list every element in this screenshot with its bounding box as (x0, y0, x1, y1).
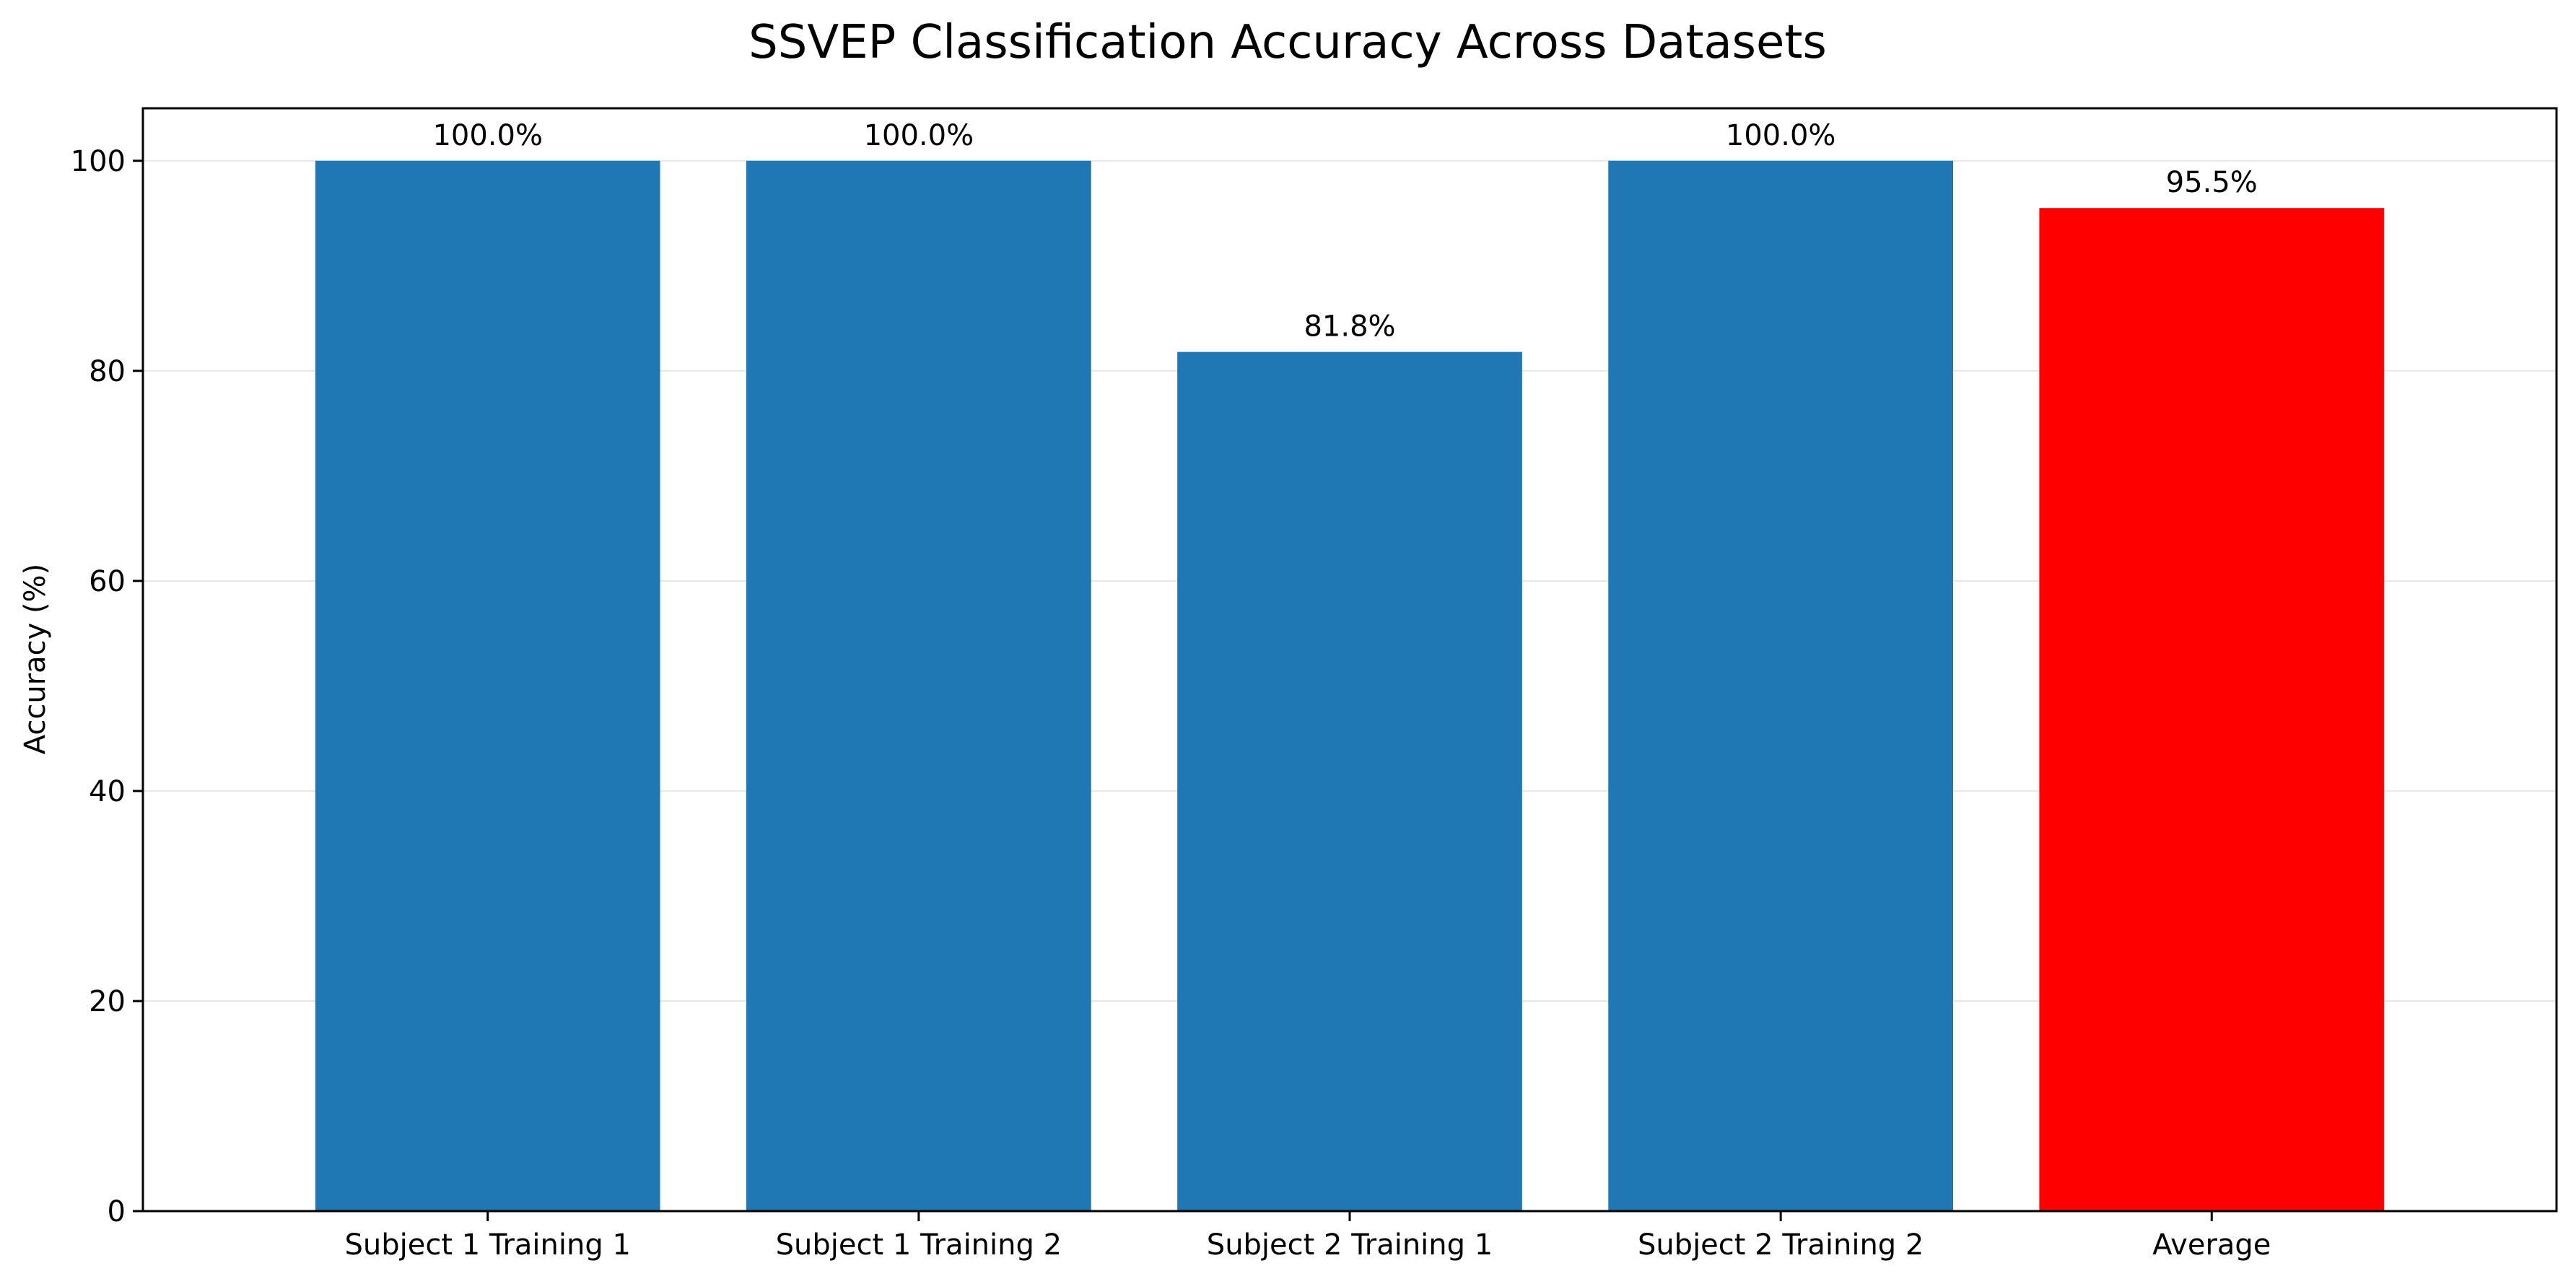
y-tick-label: 80 (89, 355, 126, 388)
bar-average (2039, 208, 2385, 1212)
bars (315, 160, 2385, 1212)
x-tick-label: Subject 2 Training 2 (1638, 1228, 1924, 1262)
x-tick-label: Subject 2 Training 1 (1207, 1228, 1493, 1262)
x-tick-label: Average (2152, 1228, 2271, 1262)
data-label: 81.8% (1304, 310, 1395, 344)
data-label: 100.0% (432, 119, 543, 152)
x-axis: Subject 1 Training 1 Subject 1 Training 2… (345, 1211, 2271, 1262)
chart-title: SSVEP Classification Accuracy Across Dat… (748, 16, 1827, 69)
data-label: 100.0% (864, 119, 974, 152)
y-tick-label: 60 (89, 565, 126, 598)
x-tick-label: Subject 1 Training 1 (345, 1228, 631, 1262)
y-axis-label: Accuracy (%) (19, 564, 52, 755)
y-tick-label: 20 (89, 985, 126, 1018)
data-label: 95.5% (2166, 166, 2258, 199)
bar-subject-1-training-2 (746, 160, 1091, 1211)
y-tick-label: 40 (89, 775, 126, 808)
x-tick-label: Subject 1 Training 2 (776, 1228, 1062, 1262)
data-label: 100.0% (1726, 119, 1836, 152)
y-tick-label: 100 (71, 145, 126, 178)
bar-subject-2-training-2 (1608, 160, 1953, 1211)
y-axis: 0 20 40 60 80 100 (71, 145, 143, 1228)
bar-subject-2-training-1 (1177, 351, 1522, 1211)
bar-subject-1-training-1 (315, 160, 660, 1211)
data-labels: 100.0% 100.0% 81.8% 100.0% 95.5% (432, 119, 2257, 344)
y-tick-label: 0 (108, 1195, 126, 1228)
